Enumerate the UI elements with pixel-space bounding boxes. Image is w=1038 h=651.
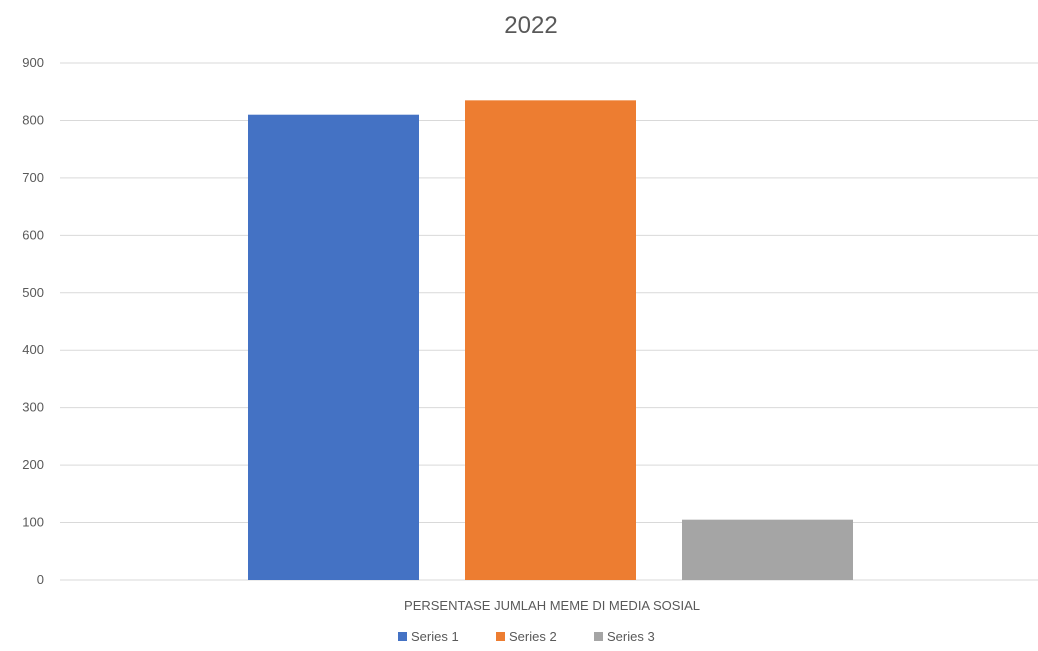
x-category-label: PERSENTASE JUMLAH MEME DI MEDIA SOSIAL — [404, 598, 700, 613]
legend-label-series-2: Series 2 — [509, 629, 557, 644]
y-tick-label: 600 — [22, 227, 44, 242]
y-tick-label: 0 — [37, 572, 44, 587]
legend-swatch-series-2 — [496, 632, 505, 641]
bar-series-2 — [465, 100, 636, 580]
y-tick-label: 700 — [22, 170, 44, 185]
y-tick-label: 800 — [22, 112, 44, 127]
legend: Series 1 Series 2 Series 3 — [398, 629, 655, 644]
y-tick-label: 100 — [22, 515, 44, 530]
legend-swatch-series-3 — [594, 632, 603, 641]
bars — [248, 100, 853, 580]
legend-swatch-series-1 — [398, 632, 407, 641]
y-tick-label: 500 — [22, 285, 44, 300]
bar-series-3 — [682, 519, 853, 580]
y-axis-ticks: 0 100 200 300 400 500 600 700 800 900 — [22, 55, 44, 587]
legend-label-series-1: Series 1 — [411, 629, 459, 644]
y-tick-label: 900 — [22, 55, 44, 70]
y-tick-label: 400 — [22, 342, 44, 357]
y-tick-label: 200 — [22, 457, 44, 472]
chart-title: 2022 — [504, 12, 557, 39]
y-tick-label: 300 — [22, 400, 44, 415]
bar-series-1 — [248, 114, 419, 580]
legend-label-series-3: Series 3 — [607, 629, 655, 644]
